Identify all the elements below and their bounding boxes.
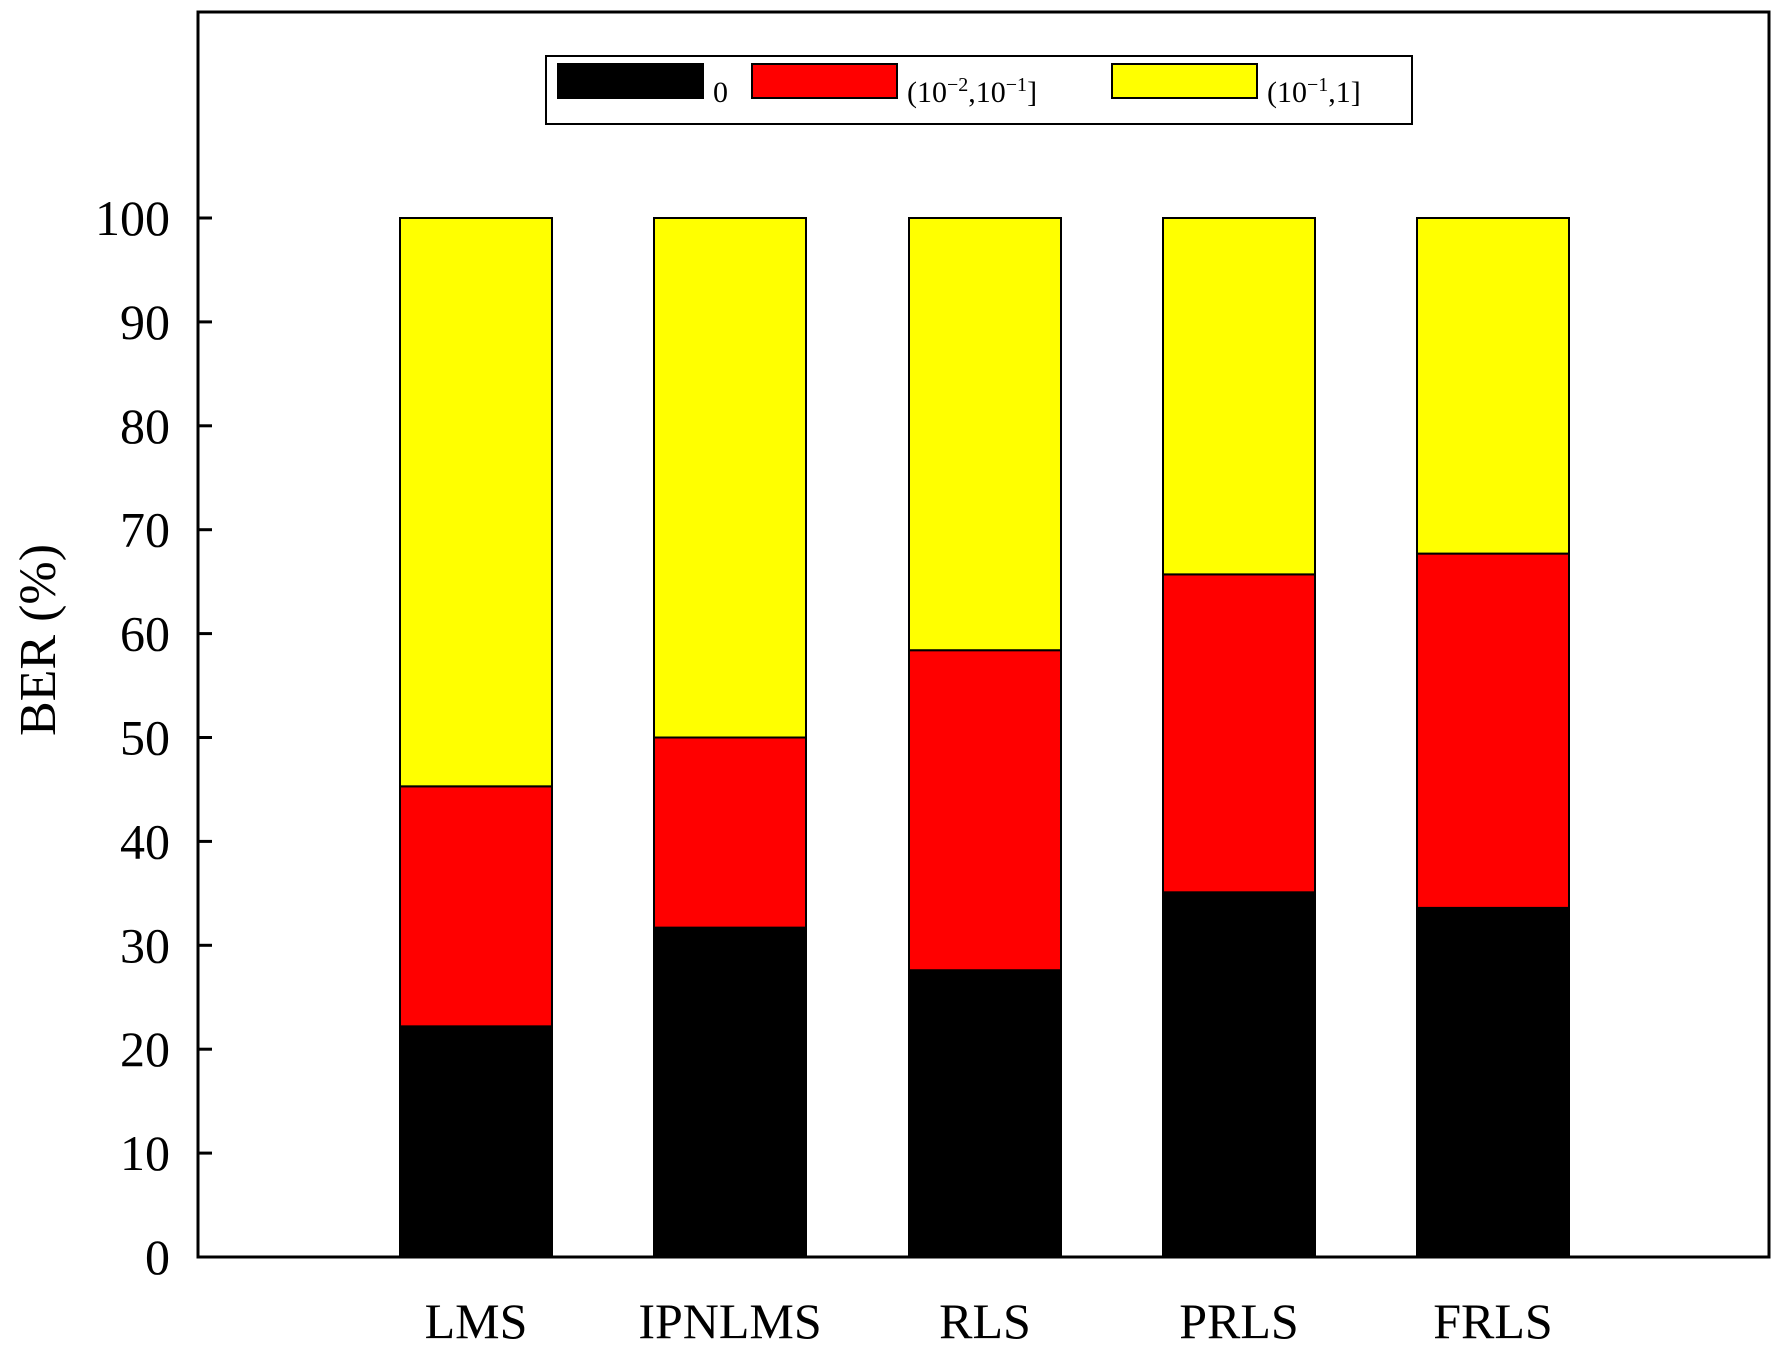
bar-segment-prls-series-0 (1162, 891, 1316, 1258)
x-tick-label: FRLS (1433, 1293, 1553, 1349)
x-axis: LMS IPNLMS RLS PRLS FRLS (425, 1243, 1553, 1349)
bar-segment-rls-series-0 (908, 969, 1062, 1259)
bar-segment-lms-series-1 (399, 785, 553, 1028)
y-tick-label: 100 (95, 190, 170, 246)
bar-segment-ipnlms-series-0 (653, 926, 807, 1259)
bar-segment-lms-series-2 (399, 217, 553, 788)
x-tick-label: IPNLMS (638, 1293, 821, 1349)
legend-label-part: 0 (713, 76, 728, 109)
bar-segment-rls-series-2 (908, 217, 1062, 652)
bar-segment-ipnlms-series-2 (653, 217, 807, 739)
x-tick-label: RLS (939, 1293, 1031, 1349)
y-tick-label: 90 (120, 294, 170, 350)
bar-segment-frls-series-0 (1416, 906, 1570, 1258)
legend-label-part: −2 (947, 74, 968, 96)
legend-label-part: (10 (1267, 76, 1307, 109)
legend-label-part: (10 (907, 76, 947, 109)
legend-label: 0 (713, 76, 728, 109)
y-tick-label: 30 (120, 917, 170, 973)
legend-label: (10−2,10−1] (907, 74, 1037, 109)
y-tick-label: 0 (145, 1229, 170, 1285)
y-tick-label: 70 (120, 502, 170, 558)
bar-segment-rls-series-1 (908, 649, 1062, 972)
bar-segment-prls-series-2 (1162, 217, 1316, 576)
bar-segment-frls-series-1 (1416, 552, 1570, 909)
y-axis-label: BER (%) (10, 544, 67, 736)
y-tick-label: 20 (120, 1021, 170, 1077)
bar-segment-frls-series-2 (1416, 217, 1570, 555)
legend-label-part: ,1] (1328, 76, 1361, 109)
y-tick-label: 10 (120, 1125, 170, 1181)
legend-swatch (557, 63, 704, 99)
legend-label-part: −1 (1307, 74, 1328, 96)
legend-label-part: ] (1027, 76, 1037, 109)
bar-segment-lms-series-0 (399, 1025, 553, 1259)
legend-label: (10−1,1] (1267, 74, 1361, 109)
x-tick-label: PRLS (1179, 1293, 1299, 1349)
legend: 0 (10−2,10−1] (10−1,1] (545, 55, 1413, 125)
bar-segment-ipnlms-series-1 (653, 736, 807, 929)
bar-segment-prls-series-1 (1162, 573, 1316, 894)
legend-label-part: ,10 (968, 76, 1006, 109)
y-axis: 0 10 20 30 40 50 60 70 80 90 100 (95, 190, 212, 1285)
legend-swatch (1111, 63, 1258, 99)
bars-group (399, 217, 1570, 1259)
x-tick-label: LMS (425, 1293, 528, 1349)
y-tick-label: 80 (120, 398, 170, 454)
y-tick-label: 60 (120, 606, 170, 662)
y-tick-label: 40 (120, 813, 170, 869)
legend-label-part: −1 (1006, 74, 1027, 96)
legend-swatch (751, 63, 898, 99)
y-tick-label: 50 (120, 710, 170, 766)
